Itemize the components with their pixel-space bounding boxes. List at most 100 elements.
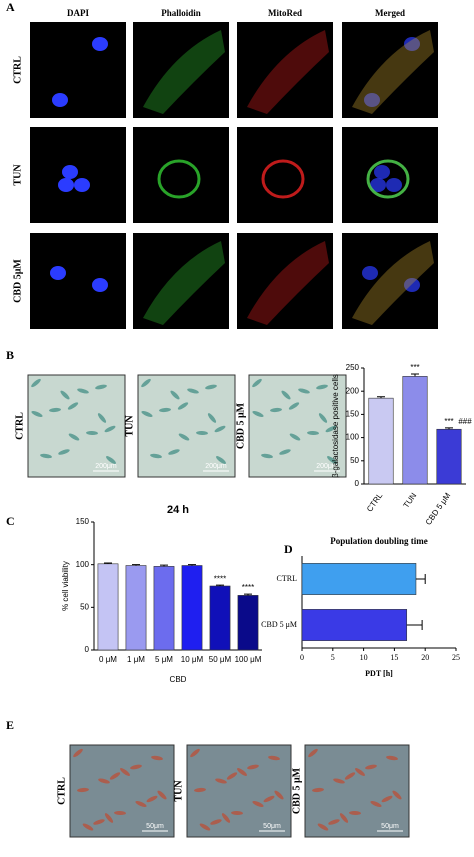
bar (125, 565, 147, 651)
y-tick-label: 50 (350, 456, 359, 465)
cell-stain (392, 790, 402, 800)
cell-stain (77, 787, 89, 793)
cell-stain (349, 810, 361, 816)
cell-stain (151, 755, 163, 761)
micrograph (133, 22, 229, 118)
error-bar (216, 584, 224, 586)
cell-stain (268, 755, 280, 761)
cell-stain (68, 433, 80, 441)
bar (97, 563, 119, 651)
cell-stain (150, 453, 162, 459)
nucleus (58, 178, 74, 192)
cell-stain (289, 433, 301, 441)
cell-body (366, 159, 410, 199)
cell-stain (281, 390, 291, 400)
cell-stain (31, 378, 41, 388)
error-bar (411, 373, 419, 377)
cell-stain (104, 813, 114, 823)
cell-stain (221, 813, 231, 823)
cell-stain (168, 449, 180, 455)
cell-stain (97, 413, 107, 423)
y-tick-label: CBD 5 μM (261, 620, 297, 629)
chart-title: Population doubling time (330, 536, 428, 546)
x-tick-label: 5 μM (155, 655, 173, 664)
cell-stain (288, 402, 300, 410)
cell-stain (114, 810, 126, 816)
annotation: **** (242, 583, 254, 592)
column-header: DAPI (67, 8, 89, 18)
y-tick-label: 100 (346, 433, 360, 442)
cell-stain (95, 384, 107, 390)
micrograph (30, 233, 126, 329)
cell-stain (86, 430, 98, 436)
cell-stain (159, 407, 171, 413)
x-tick-label: TUN (402, 491, 419, 510)
cell-body (352, 241, 434, 325)
cell-stain (370, 801, 382, 807)
error-bar (377, 396, 385, 399)
scale-bar: 50μm (146, 823, 164, 830)
cell-stain (312, 787, 324, 793)
x-tick-label: 0 μM (99, 655, 117, 664)
micrograph (237, 127, 333, 223)
cell-body (247, 30, 329, 114)
y-tick-label: 0 (85, 645, 90, 654)
annotation: **** (214, 574, 226, 583)
y-tick-label: 150 (346, 410, 360, 419)
cell-stain (205, 384, 217, 390)
panel-label: D (284, 542, 293, 556)
cell-body (352, 30, 434, 114)
image-label: CTRL (56, 777, 67, 805)
cell-body (247, 241, 329, 325)
cell-stain (316, 384, 328, 390)
image-label: CBD 5 μM (291, 767, 302, 814)
bar (181, 565, 203, 651)
row-label: CBD 5μM (12, 259, 23, 303)
y-tick-label: 100 (76, 560, 90, 569)
cell-stain (93, 819, 105, 825)
error-bar (406, 620, 423, 630)
bar (153, 566, 175, 651)
cell-stain (58, 449, 70, 455)
cell-stain (252, 378, 262, 388)
row-label: CTRL (12, 56, 23, 84)
micrograph (133, 233, 229, 329)
x-tick-label: 25 (452, 653, 460, 662)
scale-bar: 200μm (316, 463, 338, 470)
cell-stain (98, 778, 110, 784)
cell-stain (178, 433, 190, 441)
cell-stain (130, 764, 142, 770)
x-tick-label: 50 μM (209, 655, 232, 664)
nucleus (74, 178, 90, 192)
error-bar (188, 564, 196, 566)
micrograph (342, 22, 438, 118)
cell-stain (231, 810, 243, 816)
cell-stain (73, 748, 83, 758)
cell-stain (215, 778, 227, 784)
cell-stain (49, 407, 61, 413)
y-tick-label: 50 (80, 602, 89, 611)
cell-stain (365, 764, 377, 770)
nucleus (370, 178, 386, 192)
nucleus (92, 278, 108, 292)
micrograph (342, 233, 438, 329)
x-tick-label: 1 μM (127, 655, 145, 664)
bar (301, 563, 417, 595)
error-bar (160, 564, 168, 567)
cell-stain (214, 425, 226, 433)
cell-stain (177, 402, 189, 410)
cell-stain (141, 411, 153, 417)
micrograph (30, 127, 126, 223)
cell-stain (135, 801, 147, 807)
cell-stain (207, 413, 217, 423)
cell-stain (247, 764, 259, 770)
image-label: TUN (173, 780, 184, 802)
cell-stain (194, 787, 206, 793)
annotation: *** (410, 363, 419, 372)
x-tick-label: CTRL (365, 491, 385, 514)
cell-stain (327, 456, 337, 464)
cell-stain (199, 823, 211, 831)
micrograph (237, 22, 333, 118)
cell-stain (196, 430, 208, 436)
